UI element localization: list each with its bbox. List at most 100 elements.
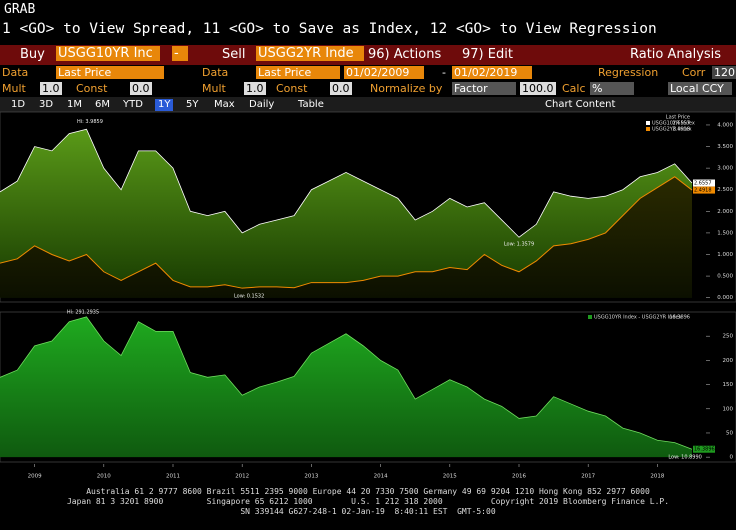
annotation: Low: 1.3579 xyxy=(504,242,534,248)
mult-label: Mult xyxy=(2,82,26,95)
minus-field[interactable]: - xyxy=(172,46,188,61)
period-button[interactable]: 3D xyxy=(39,99,54,110)
factor-select[interactable]: Factor xyxy=(452,82,516,95)
x-tick-label: 2017 xyxy=(581,474,595,480)
legend-value: 2.4918 xyxy=(673,127,691,133)
const-value[interactable]: 0.0 xyxy=(130,82,152,95)
end-date[interactable]: 01/02/2019 xyxy=(452,66,532,79)
buy-label[interactable]: Buy xyxy=(20,47,45,62)
chart-content[interactable]: Chart Content xyxy=(545,99,616,110)
x-tick-label: 2018 xyxy=(650,474,664,480)
buy-ticker[interactable]: USGG10YR Inc xyxy=(56,46,160,61)
last-value-box xyxy=(693,179,715,187)
const-label: Const xyxy=(276,82,308,95)
period-button[interactable]: 1M xyxy=(67,99,82,110)
factor-value[interactable]: 100.0 xyxy=(520,82,556,95)
last-value-label: 2.6557 xyxy=(694,181,712,187)
y-tick-label: 2.500 xyxy=(717,187,733,193)
x-tick-label: 2009 xyxy=(28,474,42,480)
legend-value: 16.3896 xyxy=(669,315,690,321)
annotation: Low: 10.8990 xyxy=(668,454,702,460)
y-tick-label: 200 xyxy=(723,358,734,364)
legend-name: USGG10YR Index xyxy=(652,121,695,127)
mult-label: Mult xyxy=(202,82,226,95)
x-tick-label: 2013 xyxy=(304,474,318,480)
x-tick-label: 2015 xyxy=(443,474,457,480)
data-label: Data xyxy=(2,66,29,79)
last-value-box xyxy=(693,186,715,194)
period-button[interactable]: 6M xyxy=(95,99,110,110)
calc-label: Calc xyxy=(562,82,586,95)
period-button[interactable]: Max xyxy=(214,99,235,110)
y-tick-label: 1.000 xyxy=(717,252,733,258)
legend-name: USGG2YR Index xyxy=(652,127,692,133)
x-tick-label: 2010 xyxy=(97,474,111,480)
last-value-label: 2.4918 xyxy=(694,188,712,194)
y-tick-label: 0.500 xyxy=(717,274,733,280)
annotation: Hi: 3.9859 xyxy=(77,119,103,125)
area xyxy=(0,176,692,298)
screen-title: GRAB xyxy=(4,2,36,17)
sell-label[interactable]: Sell xyxy=(222,47,246,62)
plot-frame xyxy=(0,111,736,303)
const-value[interactable]: 0.0 xyxy=(330,82,352,95)
y-tick-label: 4.000 xyxy=(717,122,733,128)
legend-name: USGG10YR Index - USGG2YR Index xyxy=(594,315,681,321)
legend-swatch xyxy=(646,127,650,131)
y-tick-label: 3.500 xyxy=(717,144,733,150)
corr[interactable]: Corr xyxy=(682,66,706,79)
y-tick-label: 0 xyxy=(730,455,734,461)
y-tick-label: 1.500 xyxy=(717,230,733,236)
command-line: 1 <GO> to View Spread, 11 <GO> to Save a… xyxy=(2,21,657,37)
period-button[interactable]: YTD xyxy=(123,99,143,110)
y-tick-label: 100 xyxy=(723,406,734,412)
y-tick-label: 50 xyxy=(726,430,733,436)
area xyxy=(0,129,692,298)
x-tick-label: 2016 xyxy=(512,474,526,480)
mult-value[interactable]: 1.0 xyxy=(40,82,62,95)
line xyxy=(0,128,693,238)
mult-value[interactable]: 1.0 xyxy=(244,82,266,95)
legend-swatch xyxy=(588,315,592,319)
period-button[interactable]: 1Y xyxy=(155,99,174,111)
last-value-label: 16.3896 xyxy=(694,447,715,453)
calc-select[interactable]: % xyxy=(590,82,634,95)
legend-swatch xyxy=(646,121,650,125)
footer-line: Australia 61 2 9777 8600 Brazil 5511 239… xyxy=(86,487,650,496)
period-button[interactable]: 1D xyxy=(11,99,26,110)
area xyxy=(0,316,692,458)
period-button[interactable]: Table xyxy=(298,99,324,110)
footer-line: Japan 81 3 3201 8900 Singapore 65 6212 1… xyxy=(66,497,670,506)
x-tick-label: 2014 xyxy=(374,474,388,480)
plot-frame xyxy=(0,311,736,463)
legend-value: 2.6557 xyxy=(673,121,691,127)
ccy-select[interactable]: Local CCY xyxy=(668,82,732,95)
legend-title: Last Price xyxy=(666,115,690,121)
corr-value[interactable]: 120 xyxy=(712,66,736,79)
y-tick-label: 0.000 xyxy=(717,295,733,301)
line xyxy=(0,316,693,450)
period-button[interactable]: 5Y xyxy=(186,99,199,110)
annotation: Low: 0.1532 xyxy=(234,294,264,300)
actions-menu[interactable]: 96) Actions xyxy=(368,47,442,62)
start-date[interactable]: 01/02/2009 xyxy=(344,66,424,79)
data-label: Data xyxy=(202,66,229,79)
y-tick-label: 2.000 xyxy=(717,209,733,215)
period-button[interactable]: Daily xyxy=(249,99,275,110)
y-tick-label: 250 xyxy=(723,334,734,340)
footer-line: SN 339144 G627-248-1 02-Jan-19 8:40:11 E… xyxy=(240,507,496,516)
field-select[interactable]: Last Price xyxy=(56,66,164,79)
edit-menu[interactable]: 97) Edit xyxy=(462,47,513,62)
line xyxy=(0,176,693,289)
ratio-analysis: Ratio Analysis xyxy=(630,47,722,62)
y-tick-label: 150 xyxy=(723,382,734,388)
regression[interactable]: Regression xyxy=(598,66,659,79)
last-value-box xyxy=(693,445,715,453)
const-label: Const xyxy=(76,82,108,95)
normalize-label[interactable]: Normalize by xyxy=(370,82,443,95)
x-tick-label: 2011 xyxy=(166,474,180,480)
sell-ticker[interactable]: USGG2YR Inde xyxy=(256,46,364,61)
field-select[interactable]: Last Price xyxy=(256,66,340,79)
